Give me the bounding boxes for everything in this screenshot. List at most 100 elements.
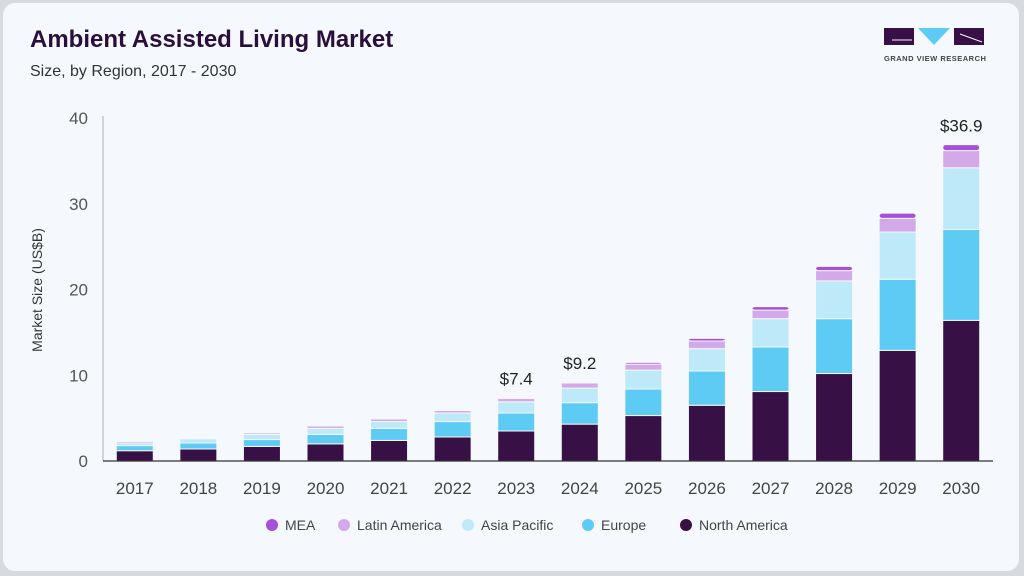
legend-item: MEA: [285, 517, 316, 533]
bar-segment-north-america: [370, 439, 409, 462]
x-tick-label: 2024: [561, 479, 599, 498]
bar-segment-latin-america: [878, 217, 917, 233]
legend-swatch-icon: [462, 519, 474, 531]
bar-segment-asia-pacific: [179, 438, 218, 444]
data-labels: $7.4 $9.2 $36.9: [500, 117, 983, 389]
bar-segment-mea: [815, 265, 854, 272]
bar-segment-mea: [433, 409, 472, 411]
bar-segment-europe: [306, 433, 345, 445]
legend-item: Latin America: [357, 517, 442, 533]
x-tick-label: 2029: [879, 479, 917, 498]
chart-title: Ambient Assisted Living Market: [30, 26, 394, 53]
bar-segment-latin-america: [815, 270, 854, 282]
bar-segment-asia-pacific: [306, 427, 345, 435]
chart-subtitle: Size, by Region, 2017 - 2030: [30, 63, 237, 80]
y-tick-label: 40: [69, 109, 88, 128]
bar-segment-asia-pacific: [433, 412, 472, 423]
legend-item: Asia Pacific: [481, 517, 553, 533]
x-tick-label: 2021: [370, 479, 408, 498]
data-label: $7.4: [500, 370, 533, 389]
bar-segment-north-america: [306, 443, 345, 462]
bar-segment-europe: [242, 439, 281, 447]
bar-segment-asia-pacific: [370, 421, 409, 429]
bar-segment-mea: [687, 337, 726, 342]
x-axis: 2017 2018 2019 2020 2021 2022 2023 2024 2025 2026…: [103, 460, 993, 498]
legend-swatch-icon: [266, 519, 278, 531]
bar-segment-north-america: [942, 319, 981, 462]
bar-segment-europe: [687, 370, 726, 406]
bar-segment-asia-pacific: [942, 167, 981, 230]
x-tick-label: 2019: [243, 479, 281, 498]
x-tick-label: 2022: [434, 479, 472, 498]
y-tick-label: 20: [69, 281, 88, 300]
bar-segment-mea: [115, 440, 154, 442]
bar-segment-north-america: [751, 391, 790, 462]
bar-segment-north-america: [115, 450, 154, 462]
grand-view-research-logo: GRAND VIEW RESEARCH: [884, 28, 986, 63]
legend: MEA Latin America Asia Pacific Europe North …: [266, 517, 788, 533]
bar-segment-north-america: [242, 445, 281, 462]
bar-segment-mea: [370, 418, 409, 420]
bar-segment-mea: [878, 212, 917, 219]
x-tick-label: 2023: [497, 479, 535, 498]
bar-segment-asia-pacific: [687, 348, 726, 372]
bar-segment-north-america: [560, 423, 599, 462]
bar-segment-europe: [179, 442, 218, 450]
bar-segment-europe: [560, 402, 599, 425]
bar-segment-mea: [179, 436, 218, 439]
bar-segment-latin-america: [687, 340, 726, 350]
y-tick-label: 30: [69, 195, 88, 214]
y-axis-label: Market Size (US$B): [29, 228, 45, 352]
x-tick-label: 2027: [752, 479, 790, 498]
bar-segment-europe: [878, 278, 917, 351]
bar-segment-north-america: [179, 448, 218, 462]
bar-segment-north-america: [878, 349, 917, 462]
bar-segment-north-america: [433, 436, 472, 462]
bar-segment-latin-america: [560, 382, 599, 389]
bar-segment-north-america: [687, 404, 726, 462]
bar-segment-mea: [751, 306, 790, 311]
bar-segment-mea: [624, 361, 663, 365]
legend-item: Europe: [601, 517, 646, 533]
x-tick-label: 2028: [815, 479, 853, 498]
legend-swatch-icon: [680, 519, 692, 531]
x-tick-label: 2018: [179, 479, 217, 498]
data-label: $36.9: [940, 117, 983, 136]
bar-segment-europe: [815, 318, 854, 375]
bar-segment-latin-america: [751, 309, 790, 320]
bar-segment-north-america: [624, 415, 663, 462]
logo-mark-icon: [884, 28, 984, 45]
y-tick-label: 10: [69, 366, 88, 385]
x-tick-label: 2017: [116, 479, 154, 498]
bar-segment-north-america: [497, 430, 536, 462]
x-tick-label: 2020: [307, 479, 345, 498]
bar-segment-mea: [497, 397, 536, 399]
bar-segment-europe: [370, 427, 409, 441]
bar-segment-asia-pacific: [878, 231, 917, 280]
y-axis: 0 10 20 30 40: [69, 109, 104, 471]
bar-segment-europe: [433, 421, 472, 438]
bar-segment-north-america: [815, 373, 854, 462]
legend-item: North America: [699, 517, 788, 533]
legend-swatch-icon: [582, 519, 594, 531]
bar-segment-mea: [942, 144, 981, 152]
bar-segment-asia-pacific: [242, 433, 281, 441]
bar-segment-asia-pacific: [497, 401, 536, 414]
bar-segment-asia-pacific: [751, 318, 790, 348]
bar-segment-mea: [242, 431, 281, 434]
bar-segment-mea: [560, 381, 599, 384]
bar-segment-europe: [497, 412, 536, 432]
bar-segment-latin-america: [624, 363, 663, 371]
y-tick-label: 0: [79, 452, 88, 471]
x-tick-label: 2025: [624, 479, 662, 498]
bar-segment-europe: [624, 388, 663, 417]
bar-segment-asia-pacific: [624, 369, 663, 390]
x-tick-label: 2026: [688, 479, 726, 498]
bars: [115, 144, 981, 462]
bar-segment-asia-pacific: [560, 387, 599, 404]
bar-segment-asia-pacific: [815, 280, 854, 320]
bar-segment-latin-america: [497, 397, 536, 403]
data-label: $9.2: [563, 354, 596, 373]
x-tick-label: 2030: [942, 479, 980, 498]
